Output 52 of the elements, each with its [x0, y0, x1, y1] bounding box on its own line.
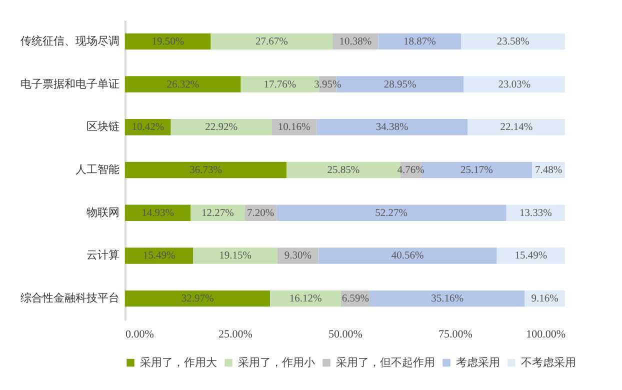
data-label: 9.30%	[284, 250, 312, 262]
data-label: 40.56%	[391, 250, 424, 262]
x-tick-label: 50.00%	[328, 328, 362, 340]
data-label: 19.15%	[219, 250, 252, 262]
x-tick-label: 75.00%	[438, 328, 472, 340]
y-tick-label: 电子票据和电子单证	[20, 77, 120, 90]
y-tick-label: 物联网	[86, 206, 120, 219]
data-label: 14.93%	[142, 208, 174, 219]
data-label: 18.87%	[404, 36, 436, 48]
data-label: 10.42%	[132, 122, 164, 134]
data-label: 32.97%	[181, 294, 214, 305]
data-label: 22.14%	[500, 122, 533, 134]
y-tick-label: 综合性金融科技平台	[20, 292, 120, 305]
data-label: 15.49%	[142, 250, 176, 262]
data-label: 9.16%	[531, 294, 559, 305]
legend-label: 不考虑采用	[521, 356, 576, 369]
legend-label: 采用了，作用大	[140, 356, 217, 369]
x-tick-label: 100.00%	[526, 328, 566, 340]
data-label: 16.12%	[289, 294, 322, 305]
data-label: 36.73%	[190, 165, 222, 176]
data-label: 35.16%	[431, 294, 464, 305]
x-tick-label: 25.00%	[218, 328, 252, 340]
legend-label: 考虑采用	[456, 356, 500, 369]
data-label: 13.33%	[519, 208, 552, 219]
legend-label: 采用了，作用小	[238, 356, 315, 369]
data-label: 22.92%	[205, 122, 238, 134]
data-label: 34.38%	[376, 122, 408, 134]
data-label: 28.95%	[384, 79, 416, 90]
y-tick-label: 云计算	[86, 248, 120, 262]
data-label: 6.59%	[342, 294, 370, 305]
data-label: 3.95%	[314, 79, 342, 90]
data-label: 15.49%	[514, 250, 548, 262]
legend-label: 采用了，但不起作用	[336, 356, 435, 369]
data-label: 7.48%	[534, 165, 562, 176]
data-label: 52.27%	[375, 208, 408, 219]
data-label: 23.03%	[498, 79, 531, 90]
data-label: 10.16%	[278, 122, 310, 134]
y-tick-label: 区块链	[86, 120, 120, 134]
y-tick-label: 传统征信、现场尽调	[20, 34, 120, 48]
data-label: 25.85%	[327, 165, 360, 176]
data-label: 12.27%	[202, 208, 234, 219]
data-label: 25.17%	[460, 165, 494, 176]
data-label: 27.67%	[255, 36, 288, 48]
data-label: 19.50%	[152, 36, 184, 48]
data-label: 4.76%	[397, 165, 425, 176]
data-label: 23.58%	[496, 36, 530, 48]
data-label: 17.76%	[264, 79, 296, 90]
x-tick-label: 0.00%	[126, 328, 154, 340]
data-label: 7.20%	[246, 208, 274, 219]
y-tick-label: 人工智能	[76, 163, 120, 176]
data-label: 10.38%	[339, 36, 372, 48]
data-label: 26.32%	[166, 79, 200, 90]
